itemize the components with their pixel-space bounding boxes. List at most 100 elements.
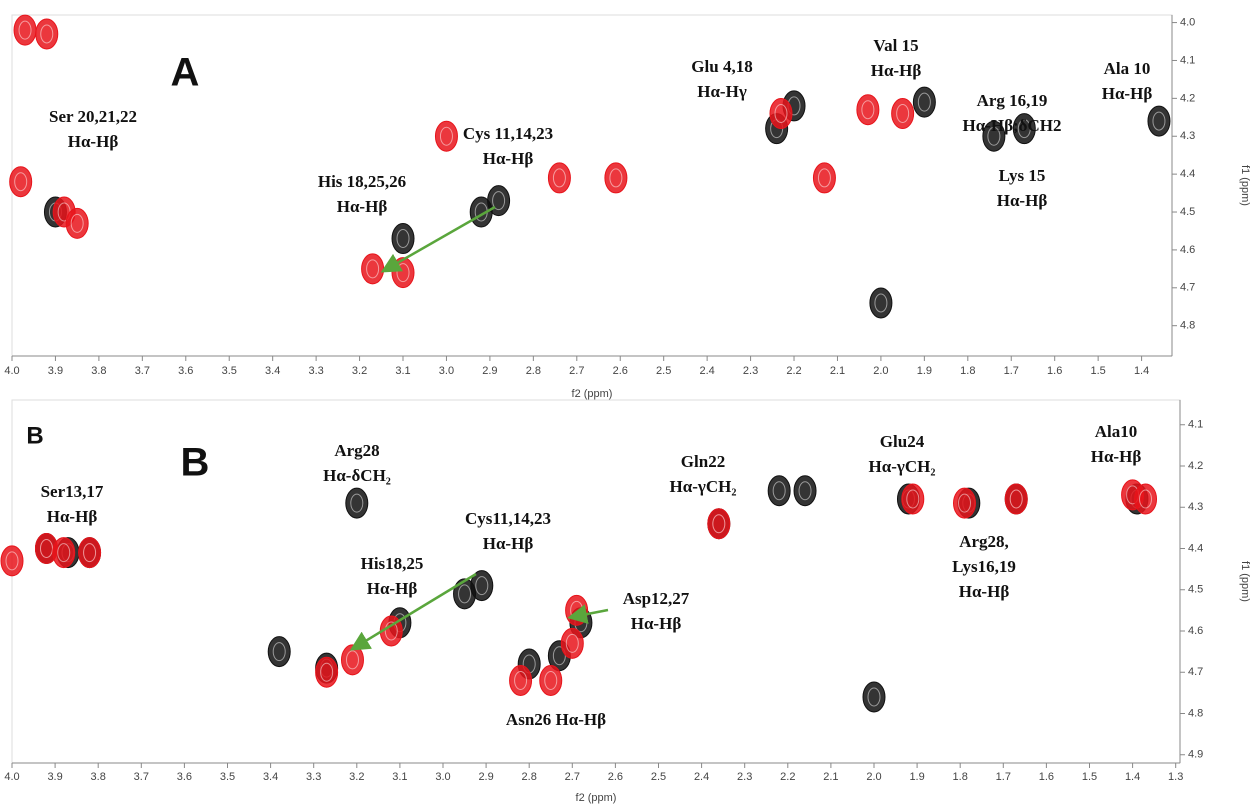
x-tick-label: 1.5 (1090, 365, 1105, 377)
x-tick-label: 3.6 (177, 771, 192, 783)
x-tick-label: 1.6 (1039, 771, 1054, 783)
peak (769, 98, 793, 130)
peak-contour (712, 514, 726, 534)
peak-annotation: Ala10 (1095, 422, 1138, 441)
peak-annotation: Hα-Hβ (997, 191, 1048, 210)
x-tick-label: 2.0 (866, 771, 881, 783)
peak-annotation: Hα-Hβ (1091, 447, 1142, 466)
peak-contour (18, 20, 32, 40)
x-tick-label: 1.7 (996, 771, 1011, 783)
y-axis-label: f1 (ppm) (1239, 165, 1251, 206)
peak-annotation: Arg28, (959, 532, 1009, 551)
x-tick-label: 2.0 (873, 365, 888, 377)
peak-contour (70, 213, 84, 233)
peak-annotation: Hα-Hβ (367, 579, 418, 598)
x-tick-label: 1.4 (1134, 365, 1149, 377)
y-tick-label: 4.0 (1180, 16, 1195, 28)
x-tick-label: 3.2 (352, 365, 367, 377)
peak-contour (458, 584, 472, 604)
peak-contour (272, 642, 286, 662)
x-tick-label: 1.6 (1047, 365, 1062, 377)
x-tick-label: 3.6 (178, 365, 193, 377)
peak-contour (817, 168, 831, 188)
x-tick-label: 2.4 (694, 771, 709, 783)
peak-contour (350, 493, 364, 513)
peak-contour (5, 551, 19, 571)
peak (707, 508, 731, 540)
peak-annotation: Ala 10 (1104, 59, 1151, 78)
x-tick-label: 4.0 (4, 771, 19, 783)
peak-contour (384, 621, 398, 641)
peak-contour (772, 481, 786, 501)
peak-annotation: Cys11,14,23 (465, 509, 551, 528)
peak-annotation: Hα-γCH₂ (670, 477, 737, 496)
x-tick-label: 3.1 (392, 771, 407, 783)
x-tick-label: 1.4 (1125, 771, 1140, 783)
peak-contour (396, 263, 410, 283)
x-axis-label: f2 (ppm) (576, 792, 617, 804)
panel-label: B (26, 422, 43, 449)
peak (869, 287, 893, 319)
peak-annotation: Asn26 Hα-Hβ (506, 710, 606, 729)
x-tick-label: 1.5 (1082, 771, 1097, 783)
peak (862, 681, 886, 713)
peak (793, 475, 817, 507)
y-tick-label: 4.4 (1180, 168, 1195, 180)
peak-contour (958, 493, 972, 513)
peak (604, 162, 628, 194)
peak-annotation: Val 15 (873, 36, 918, 55)
peak-contour (544, 671, 558, 690)
peak-annotation: Hα-Hβ (483, 149, 534, 168)
y-tick-label: 4.1 (1180, 54, 1195, 66)
peak (891, 98, 915, 130)
y-tick-label: 4.3 (1188, 501, 1203, 513)
peak-contour (867, 687, 881, 707)
peak-contour (774, 104, 788, 124)
peak-contour (514, 671, 528, 690)
peak-annotation: Hα-Hβ (47, 507, 98, 526)
peak-annotation: Hα-Hγ (697, 82, 747, 101)
peak (35, 18, 59, 50)
peak-contour (14, 172, 28, 192)
peak (340, 644, 364, 676)
x-tick-label: 3.0 (435, 771, 450, 783)
x-tick-label: 3.3 (306, 771, 321, 783)
x-tick-label: 2.4 (699, 365, 714, 377)
x-tick-label: 2.3 (737, 771, 752, 783)
y-tick-label: 4.5 (1188, 584, 1203, 596)
x-tick-label: 2.8 (526, 365, 541, 377)
panel-label: A (171, 51, 200, 95)
peak-annotation: Asp12,27 (623, 589, 690, 608)
peak (361, 253, 385, 285)
peak (901, 483, 925, 515)
peak-contour (439, 126, 453, 146)
peak-contour (896, 104, 910, 124)
peak-annotation: Hα-Hβ (959, 582, 1010, 601)
panel-label: B (181, 441, 210, 485)
peak-annotation: Arg28 (334, 441, 379, 460)
y-tick-label: 4.4 (1188, 542, 1203, 554)
x-tick-label: 2.2 (786, 365, 801, 377)
peak (52, 537, 76, 569)
x-tick-label: 1.8 (953, 771, 968, 783)
peak (547, 162, 571, 194)
x-tick-label: 2.1 (823, 771, 838, 783)
x-tick-label: 3.9 (47, 771, 62, 783)
peak-annotation: Glu24 (880, 432, 925, 451)
peak (982, 120, 1006, 152)
y-tick-label: 4.2 (1188, 460, 1203, 472)
peak (560, 627, 584, 659)
y-tick-label: 4.5 (1180, 206, 1195, 218)
x-tick-label: 4.0 (4, 365, 19, 377)
peak-annotation: Hα-Hβ;δCH2 (962, 116, 1061, 135)
peak-contour (39, 539, 53, 558)
y-tick-label: 4.6 (1180, 244, 1195, 256)
y-tick-label: 4.9 (1188, 749, 1203, 761)
peak-annotation: Cys 11,14,23 (463, 124, 553, 143)
x-tick-label: 2.9 (482, 365, 497, 377)
peak-annotation: Hα-Hβ (1102, 84, 1153, 103)
peak (812, 162, 836, 194)
peak-annotation: Glu 4,18 (691, 57, 752, 76)
peak-annotation: Arg 16,19 (977, 91, 1048, 110)
